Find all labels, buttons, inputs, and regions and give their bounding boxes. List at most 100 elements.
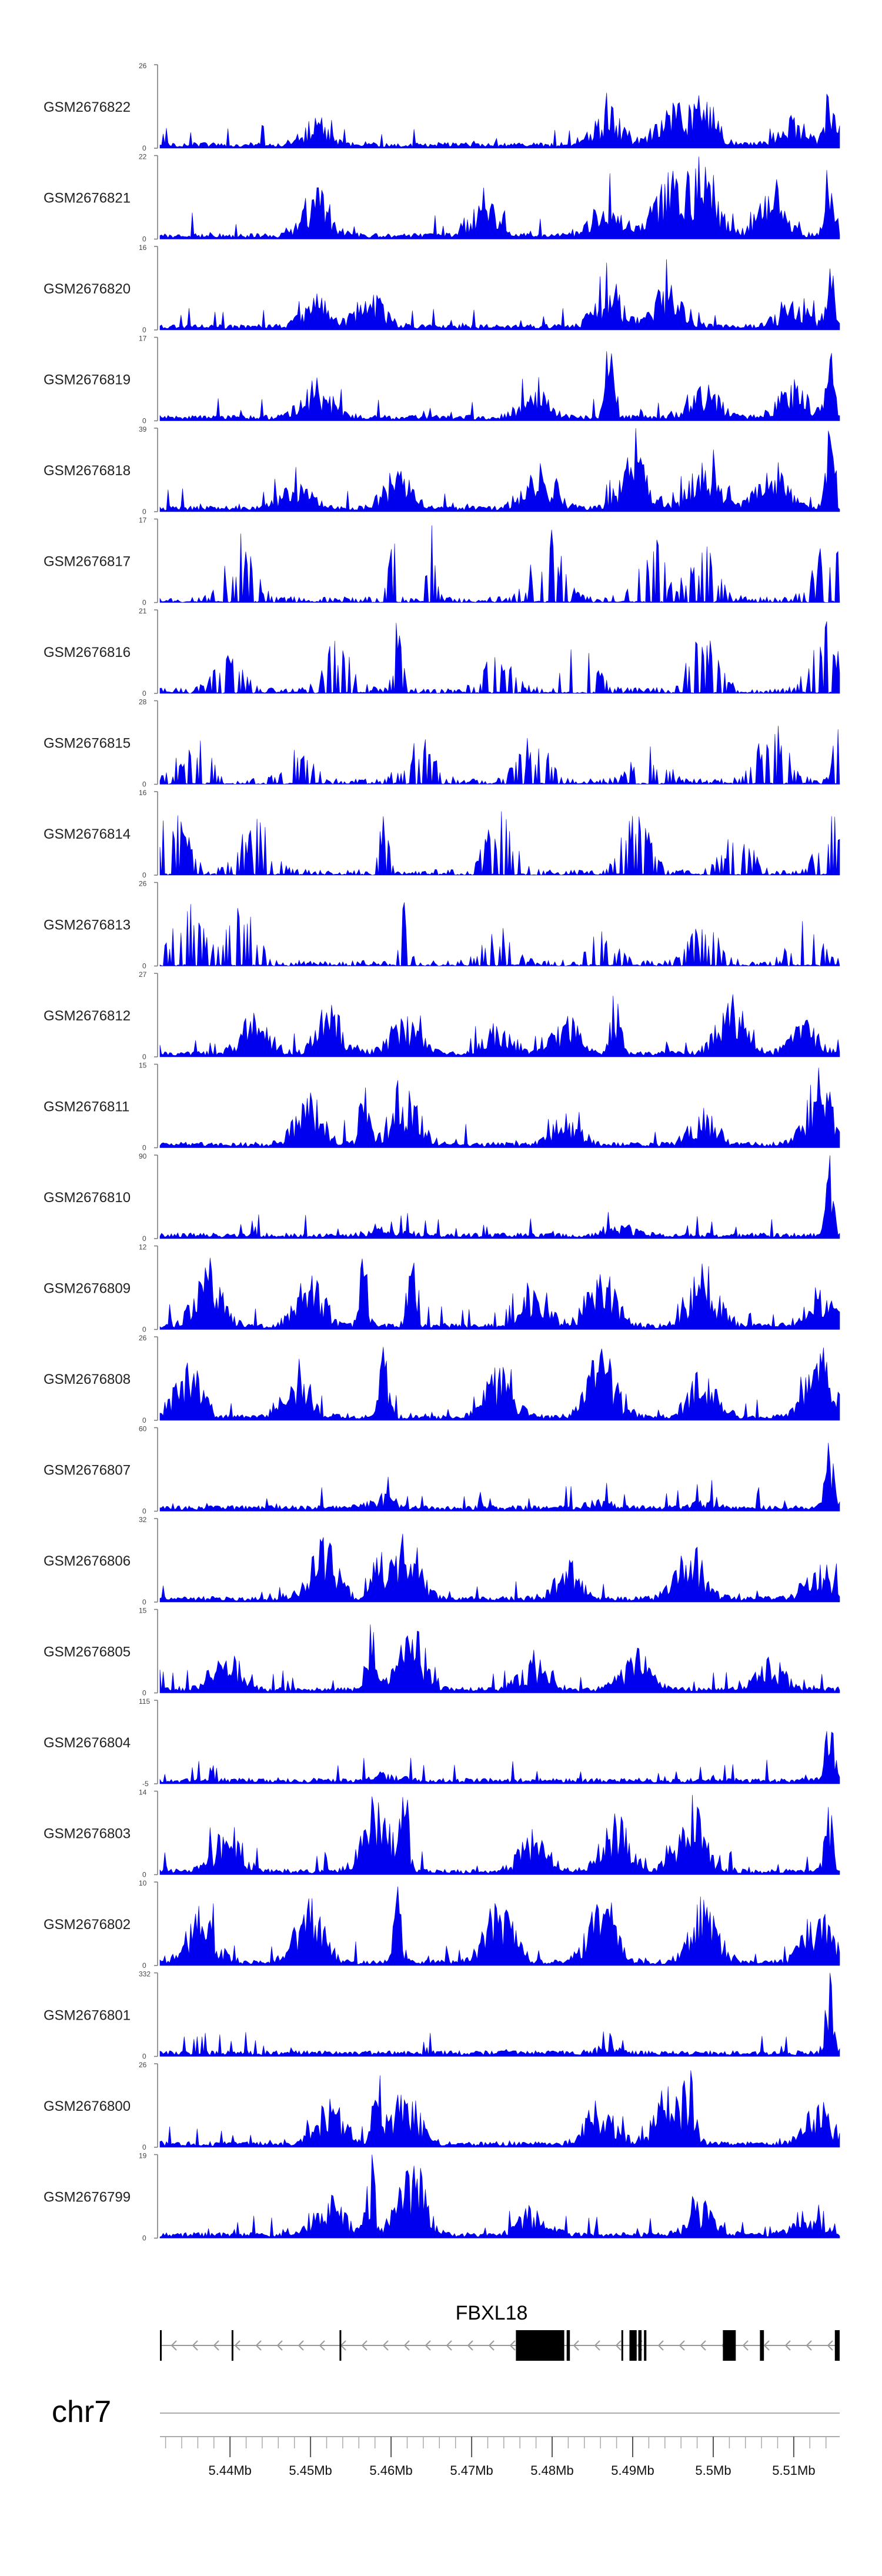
x-tick-label: 5.44Mb <box>209 2463 252 2478</box>
y-max-label: 39 <box>139 425 147 433</box>
track-GSM2676816: GSM2676816 21 0 <box>44 607 840 698</box>
y-min-label: 0 <box>142 599 146 607</box>
y-max-label: 15 <box>139 1607 147 1615</box>
y-min-label: 0 <box>142 417 146 425</box>
y-max-label: 15 <box>139 1062 147 1070</box>
y-max-label: 16 <box>139 243 147 252</box>
strand-arrow <box>827 2340 833 2351</box>
x-tick-label: 5.48Mb <box>530 2463 573 2478</box>
x-tick-label: 5.5Mb <box>695 2463 731 2478</box>
gene-name: FBXL18 <box>456 2302 528 2324</box>
track-label: GSM2676812 <box>44 1008 131 1024</box>
strand-arrow <box>594 2340 600 2351</box>
strand-arrow <box>467 2340 473 2351</box>
coverage-area <box>159 1257 840 1330</box>
track-label: GSM2676813 <box>44 917 131 933</box>
y-min-label: 0 <box>142 1507 146 1516</box>
strand-arrow <box>700 2340 706 2351</box>
track-GSM2676800: GSM2676800 26 0 <box>44 2061 840 2151</box>
y-max-label: 115 <box>139 1697 150 1706</box>
track-GSM2676805: GSM2676805 15 0 <box>44 1607 840 1697</box>
gene-exon <box>160 2330 162 2361</box>
track-label: GSM2676810 <box>44 1190 131 1206</box>
strand-arrow <box>784 2340 791 2351</box>
track-label: GSM2676802 <box>44 1917 131 1933</box>
gene-exon <box>516 2330 564 2361</box>
coverage-area <box>159 1731 840 1784</box>
track-label: GSM2676821 <box>44 191 131 206</box>
y-min-label: 0 <box>142 144 146 152</box>
coverage-area <box>159 92 840 149</box>
y-min-label: 0 <box>142 1598 146 1606</box>
y-max-label: 19 <box>139 2152 147 2160</box>
y-min-label: 0 <box>142 1961 146 1970</box>
x-tick-label: 5.49Mb <box>611 2463 654 2478</box>
y-min-label: 0 <box>142 235 146 243</box>
gene-exon <box>231 2330 233 2361</box>
strand-arrow <box>679 2340 685 2351</box>
track-GSM2676806: GSM2676806 32 0 <box>44 1516 840 1606</box>
strand-arrow <box>657 2340 664 2351</box>
track-label: GSM2676800 <box>44 2098 131 2114</box>
coverage-area <box>159 994 840 1057</box>
track-label: GSM2676799 <box>44 2190 131 2205</box>
track-GSM2676822: GSM2676822 26 0 <box>44 62 840 152</box>
strand-arrow <box>403 2340 410 2351</box>
track-GSM2676799: GSM2676799 19 0 <box>44 2152 840 2243</box>
y-max-label: 22 <box>139 153 147 161</box>
strand-arrow <box>573 2340 579 2351</box>
strand-arrow <box>615 2340 622 2351</box>
coverage-area <box>159 1886 840 1966</box>
y-min-label: 0 <box>142 689 146 698</box>
strand-arrow <box>488 2340 495 2351</box>
x-tick-label: 5.46Mb <box>369 2463 412 2478</box>
y-max-label: 14 <box>139 1788 147 1797</box>
y-max-label: 17 <box>139 516 147 525</box>
track-label: GSM2676806 <box>44 1553 131 1569</box>
y-min-label: 0 <box>142 1234 146 1243</box>
track-label: GSM2676807 <box>44 1463 131 1479</box>
y-min-label: 0 <box>142 1689 146 1697</box>
coverage-area <box>159 1973 840 2057</box>
y-min-label: 0 <box>142 1144 146 1152</box>
coverage-area <box>159 525 840 603</box>
coverage-area <box>159 351 840 421</box>
track-GSM2676818: GSM2676818 39 0 <box>44 425 840 516</box>
track-GSM2676813: GSM2676813 26 0 <box>44 880 840 970</box>
strand-arrow <box>361 2340 368 2351</box>
coverage-area <box>159 1533 840 1603</box>
y-max-label: 27 <box>139 970 147 979</box>
track-GSM2676814: GSM2676814 16 0 <box>44 789 840 879</box>
gene-exon <box>638 2330 642 2361</box>
x-tick-label: 5.47Mb <box>450 2463 493 2478</box>
track-GSM2676819: GSM2676819 17 0 <box>44 335 840 425</box>
track-label: GSM2676808 <box>44 1372 131 1387</box>
strand-arrow <box>213 2340 219 2351</box>
y-min-label: -5 <box>142 1780 149 1788</box>
track-GSM2676820: GSM2676820 16 0 <box>44 243 840 334</box>
coverage-area <box>159 156 840 239</box>
coverage-area <box>159 1067 840 1148</box>
coverage-tracks: GSM2676822260GSM2676821220GSM2676820160G… <box>44 62 840 2243</box>
y-max-label: 10 <box>139 1879 147 1887</box>
y-min-label: 0 <box>142 1053 146 1061</box>
track-GSM2676807: GSM2676807 60 0 <box>44 1425 840 1516</box>
gene-exon <box>644 2330 647 2361</box>
strand-arrow <box>806 2340 812 2351</box>
track-label: GSM2676803 <box>44 1826 131 1842</box>
track-label: GSM2676811 <box>44 1099 129 1115</box>
track-label: GSM2676801 <box>44 2008 131 2024</box>
track-GSM2676815: GSM2676815 28 0 <box>44 698 840 789</box>
gene-exon <box>339 2330 342 2361</box>
coverage-area <box>159 1347 840 1421</box>
track-label: GSM2676815 <box>44 736 131 752</box>
strand-arrow <box>446 2340 452 2351</box>
coverage-area <box>159 1155 840 1239</box>
strand-arrow <box>276 2340 283 2351</box>
gene-exon <box>723 2330 736 2361</box>
y-min-label: 0 <box>142 2143 146 2151</box>
coverage-area <box>159 726 840 785</box>
gene-track: FBXL18 <box>160 2302 840 2361</box>
track-GSM2676817: GSM2676817 17 0 <box>44 516 840 607</box>
